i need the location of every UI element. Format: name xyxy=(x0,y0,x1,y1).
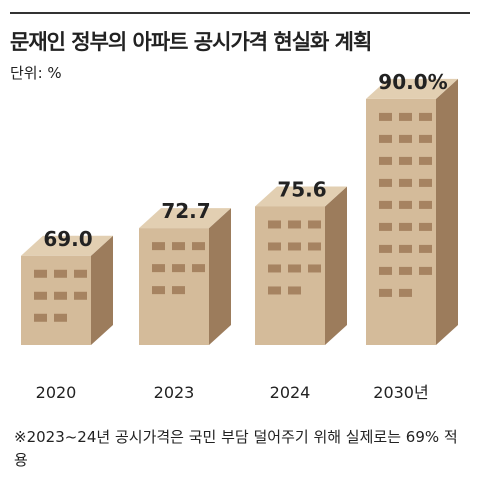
bar-window xyxy=(288,264,301,273)
bar-window xyxy=(308,242,321,251)
category-label-0: 2020 xyxy=(36,383,77,402)
bar-window xyxy=(379,156,392,165)
bar-window xyxy=(34,269,47,278)
bar-window xyxy=(54,291,67,300)
bar-window xyxy=(379,288,392,297)
bar-window xyxy=(308,264,321,273)
bar-window xyxy=(419,156,432,165)
bar-window xyxy=(268,286,281,295)
unit-label: 단위: % xyxy=(10,64,62,82)
bar-window xyxy=(74,269,87,278)
bar-window xyxy=(172,264,185,273)
bars-group: 69.0 2020 72.7 2023 75.6 2024 90.0% 2030년 xyxy=(21,70,458,402)
bar-window xyxy=(379,266,392,275)
bar-window xyxy=(152,242,165,251)
bar-top-1 xyxy=(139,208,231,229)
bar-window xyxy=(419,112,432,121)
bar-window xyxy=(192,264,205,273)
bar-top-2 xyxy=(255,186,347,207)
bar-window xyxy=(399,244,412,253)
bar-window xyxy=(288,286,301,295)
bar-window xyxy=(399,178,412,187)
category-label-3: 2030년 xyxy=(373,383,428,402)
bar-window xyxy=(54,313,67,322)
bar-window xyxy=(268,264,281,273)
value-label-3: 90.0% xyxy=(378,70,447,94)
bar-window xyxy=(419,178,432,187)
bar-2 xyxy=(255,206,325,345)
bar-window xyxy=(419,266,432,275)
bar-window xyxy=(379,222,392,231)
bar-window xyxy=(399,112,412,121)
bar-side-2 xyxy=(325,186,347,345)
bar-window xyxy=(399,288,412,297)
bar-window xyxy=(379,178,392,187)
bar-window xyxy=(74,291,87,300)
value-label-0: 69.0 xyxy=(43,227,92,251)
bar-window xyxy=(172,242,185,251)
bar-side-3 xyxy=(436,78,458,346)
bar-window xyxy=(268,242,281,251)
bar-window xyxy=(399,222,412,231)
bar-window xyxy=(399,200,412,209)
value-label-2: 75.6 xyxy=(277,177,326,201)
category-label-1: 2023 xyxy=(154,383,195,402)
bar-window xyxy=(288,242,301,251)
bar-top-0 xyxy=(21,235,113,256)
bar-window xyxy=(399,134,412,143)
bar-window xyxy=(419,134,432,143)
bar-window xyxy=(308,220,321,229)
bar-window xyxy=(379,200,392,209)
bar-window xyxy=(419,244,432,253)
bar-0 xyxy=(21,255,91,345)
bar-side-0 xyxy=(91,235,113,345)
bar-window xyxy=(399,266,412,275)
bar-window xyxy=(192,242,205,251)
footnote: ※2023~24년 공시가격은 국민 부담 덜어주기 위해 실제로는 69% 적… xyxy=(14,428,458,469)
bar-window xyxy=(419,222,432,231)
value-label-1: 72.7 xyxy=(161,199,210,223)
bar-window xyxy=(152,264,165,273)
bar-window xyxy=(34,313,47,322)
category-label-2: 2024 xyxy=(270,383,311,402)
bar-window xyxy=(379,134,392,143)
bar-window xyxy=(54,269,67,278)
bar-window xyxy=(172,286,185,295)
bar-window xyxy=(34,291,47,300)
bar-window xyxy=(152,286,165,295)
title-rule xyxy=(10,12,470,14)
bar-window xyxy=(268,220,281,229)
bar-chart: 69.0 2020 72.7 2023 75.6 2024 90.0% 2030년 xyxy=(21,70,458,402)
bar-window xyxy=(399,156,412,165)
bar-window xyxy=(419,200,432,209)
bar-window xyxy=(379,244,392,253)
bar-top-3 xyxy=(366,78,458,99)
chart-title: 문재인 정부의 아파트 공시가격 현실화 계획 xyxy=(10,30,372,54)
bar-window xyxy=(288,220,301,229)
bar-window xyxy=(379,112,392,121)
bar-side-1 xyxy=(209,208,231,345)
